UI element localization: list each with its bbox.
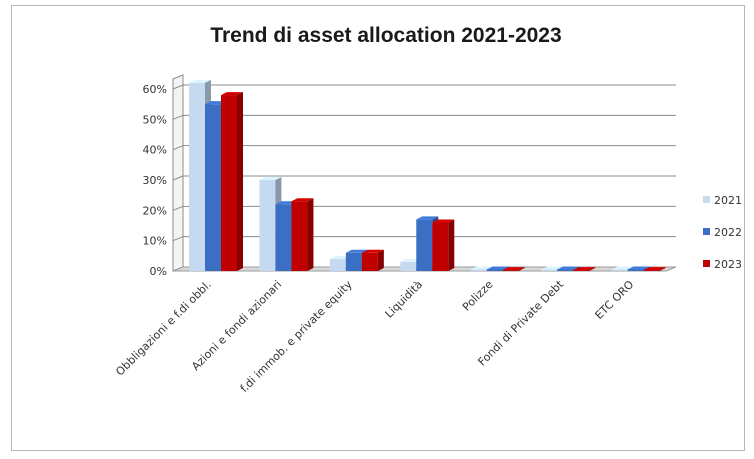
gridline-side	[172, 175, 184, 181]
bar-top	[416, 216, 439, 220]
bar-front	[627, 269, 644, 271]
bar-front	[189, 82, 205, 271]
bar-front	[400, 261, 417, 271]
bar-front	[275, 204, 292, 271]
bar-front	[432, 222, 449, 271]
bar-front	[502, 270, 519, 271]
y-tick-label: 10%	[143, 235, 167, 248]
bar-side	[237, 92, 243, 271]
bar-front	[470, 269, 487, 271]
bar-side	[659, 267, 666, 271]
bar-top	[291, 198, 314, 202]
bar-side	[448, 219, 455, 271]
y-tick-label: 20%	[143, 204, 167, 217]
legend-label: 2022	[714, 226, 742, 239]
y-tick-label: 30%	[143, 174, 167, 187]
bar-top	[627, 266, 650, 270]
bar-front	[486, 269, 503, 271]
bar	[221, 92, 243, 271]
bar-front	[416, 219, 433, 271]
bar-top	[189, 79, 211, 83]
x-tick-label: f.di immob. e private equity	[238, 278, 355, 395]
legend-label: 2023	[714, 258, 742, 271]
bar	[291, 198, 314, 271]
chart-frame	[11, 5, 745, 451]
gridline-side	[172, 145, 184, 151]
y-tick-label: 0%	[150, 265, 167, 278]
legend-swatch	[703, 260, 710, 267]
bar-top	[470, 266, 493, 270]
bar-front	[643, 270, 660, 271]
bar-top	[643, 267, 666, 271]
bar-side	[307, 198, 314, 271]
x-tick-label: Liquidità	[383, 278, 426, 321]
bar-top	[486, 266, 509, 270]
bar-side	[589, 267, 596, 271]
chart-title: Trend di asset allocation 2021-2023	[210, 24, 562, 47]
bar-front	[361, 252, 378, 271]
bar-front	[541, 269, 558, 271]
bar-front	[573, 270, 590, 271]
x-tick-label: ETC ORO	[592, 278, 636, 322]
bar-front	[345, 252, 362, 271]
bar-top	[345, 249, 368, 253]
bar-top	[221, 92, 243, 96]
bar-top	[502, 267, 525, 271]
bar-front	[291, 201, 308, 271]
bar-front	[205, 104, 221, 272]
gridline-side	[172, 236, 184, 242]
legend-swatch	[703, 228, 710, 235]
y-tick-label: 40%	[143, 144, 167, 157]
bar-side	[377, 249, 384, 271]
bar-front	[329, 258, 346, 271]
bar	[432, 219, 455, 271]
side-wall	[172, 74, 184, 272]
legend-swatch	[703, 196, 710, 203]
legend-label: 2021	[714, 194, 742, 207]
bar-side	[518, 267, 525, 271]
bar-front	[611, 269, 628, 271]
bar-top	[573, 267, 596, 271]
bar	[502, 267, 525, 271]
bar-front	[259, 180, 276, 271]
bar-top	[259, 177, 282, 180]
y-tick-label: 60%	[143, 83, 167, 96]
bar-top	[611, 266, 634, 270]
bar	[573, 267, 596, 271]
bar-top	[432, 219, 455, 223]
gridline-side	[172, 205, 184, 211]
bar-front	[557, 269, 574, 271]
bar	[643, 267, 666, 271]
bar-front	[221, 95, 237, 271]
bar-top	[541, 266, 564, 270]
bar	[361, 249, 384, 271]
gridline-side	[172, 84, 184, 90]
gridline-side	[172, 114, 184, 120]
bar-top	[557, 266, 580, 270]
x-tick-label: Polizze	[460, 278, 496, 314]
bar-top	[361, 249, 384, 253]
y-tick-label: 50%	[143, 113, 167, 126]
